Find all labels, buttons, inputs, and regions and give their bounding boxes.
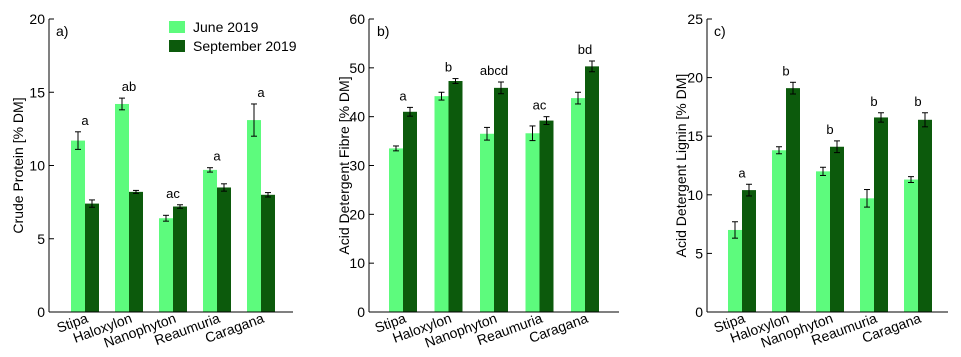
significance-label: a [399, 88, 407, 103]
bar-september-stipa [85, 203, 99, 312]
significance-label: b [826, 122, 833, 137]
y-tick-label: 15 [29, 84, 45, 100]
bar-september-stipa [403, 111, 417, 313]
bar-september-caragana [918, 119, 932, 313]
bar-june-haloxylon [115, 103, 129, 312]
y-tick-label: 60 [349, 11, 365, 27]
panel-label: c) [714, 23, 726, 39]
legend-september-2019-label: September 2019 [193, 38, 297, 54]
significance-label: b [870, 94, 877, 109]
y-tick-label: 20 [687, 70, 703, 86]
bar-september-caragana [585, 66, 599, 312]
y-tick-label: 10 [29, 158, 45, 174]
bar-june-caragana [247, 120, 261, 313]
significance-label: a [81, 113, 89, 128]
y-tick-label: 10 [687, 187, 703, 203]
y-axis-label: Acid Detergent Fibre [% DM] [336, 76, 352, 254]
bar-june-reaumuria [525, 133, 540, 312]
significance-label: ac [166, 186, 180, 201]
y-tick-label: 0 [357, 304, 365, 320]
bar-september-haloxylon [786, 88, 800, 312]
bar-june-stipa [728, 229, 742, 312]
y-tick-label: 0 [695, 304, 703, 320]
bar-september-nanophyton [173, 206, 187, 312]
legend-june-2019-swatch [169, 21, 185, 33]
bar-september-nanophyton [494, 87, 508, 312]
legend: June 2019 September 2019 [169, 19, 297, 54]
significance-label: b [914, 94, 921, 109]
panel-label: a) [56, 23, 68, 39]
significance-label: ac [533, 98, 547, 113]
significance-label: abcd [480, 63, 508, 78]
chart-panel-3: aStipabHaloxylonbNanophytonbReaumuriabCa… [673, 11, 948, 351]
y-axis-label: Crude Protein [% DM] [10, 97, 26, 233]
bar-june-stipa [389, 148, 403, 312]
y-tick-label: 20 [29, 11, 45, 27]
bar-september-nanophyton [830, 146, 844, 312]
y-tick-label: 15 [687, 128, 703, 144]
y-tick-label: 10 [349, 255, 365, 271]
significance-label: a [213, 149, 221, 164]
significance-label: b [782, 63, 789, 78]
chart-panel-1: aStipaabHaloxylonacNanophytonaReaumuriaa… [10, 11, 293, 351]
panel-label: b) [377, 23, 389, 39]
y-tick-label: 20 [349, 206, 365, 222]
y-tick-label: 5 [37, 231, 45, 247]
y-tick-label: 5 [695, 245, 703, 261]
y-tick-label: 25 [687, 11, 703, 27]
bar-june-reaumuria [860, 198, 874, 312]
legend-june-2019-label: June 2019 [193, 19, 259, 35]
bar-september-stipa [742, 190, 756, 312]
significance-label: a [738, 165, 746, 180]
bar-june-caragana [904, 179, 918, 312]
bar-june-nanophyton [480, 133, 494, 312]
significance-label: b [445, 60, 452, 75]
bar-september-haloxylon [448, 81, 463, 312]
significance-label: bd [578, 42, 592, 57]
bar-september-reaumuria [874, 117, 888, 312]
legend-september-2019-swatch [169, 40, 185, 52]
bar-june-nanophyton [159, 218, 173, 312]
significance-label: ab [122, 79, 136, 94]
y-tick-label: 50 [349, 60, 365, 76]
bar-september-haloxylon [129, 191, 143, 312]
y-tick-label: 0 [37, 304, 45, 320]
y-tick-label: 40 [349, 109, 365, 125]
bar-june-stipa [71, 140, 85, 312]
bar-september-reaumuria [217, 187, 231, 312]
bar-june-caragana [571, 98, 585, 312]
bar-june-reaumuria [203, 169, 217, 312]
bar-september-reaumuria [539, 120, 554, 312]
bar-june-haloxylon [434, 96, 449, 312]
bar-september-caragana [261, 194, 275, 312]
bar-june-nanophyton [816, 171, 830, 312]
y-axis-label: Acid Detergent Lignin [% DM] [673, 74, 689, 258]
y-tick-label: 30 [349, 158, 365, 174]
bar-june-haloxylon [772, 150, 786, 312]
significance-label: a [257, 85, 265, 100]
chart-panel-2: aStipabHaloxylonabcdNanophytonacReaumuri… [336, 11, 619, 351]
